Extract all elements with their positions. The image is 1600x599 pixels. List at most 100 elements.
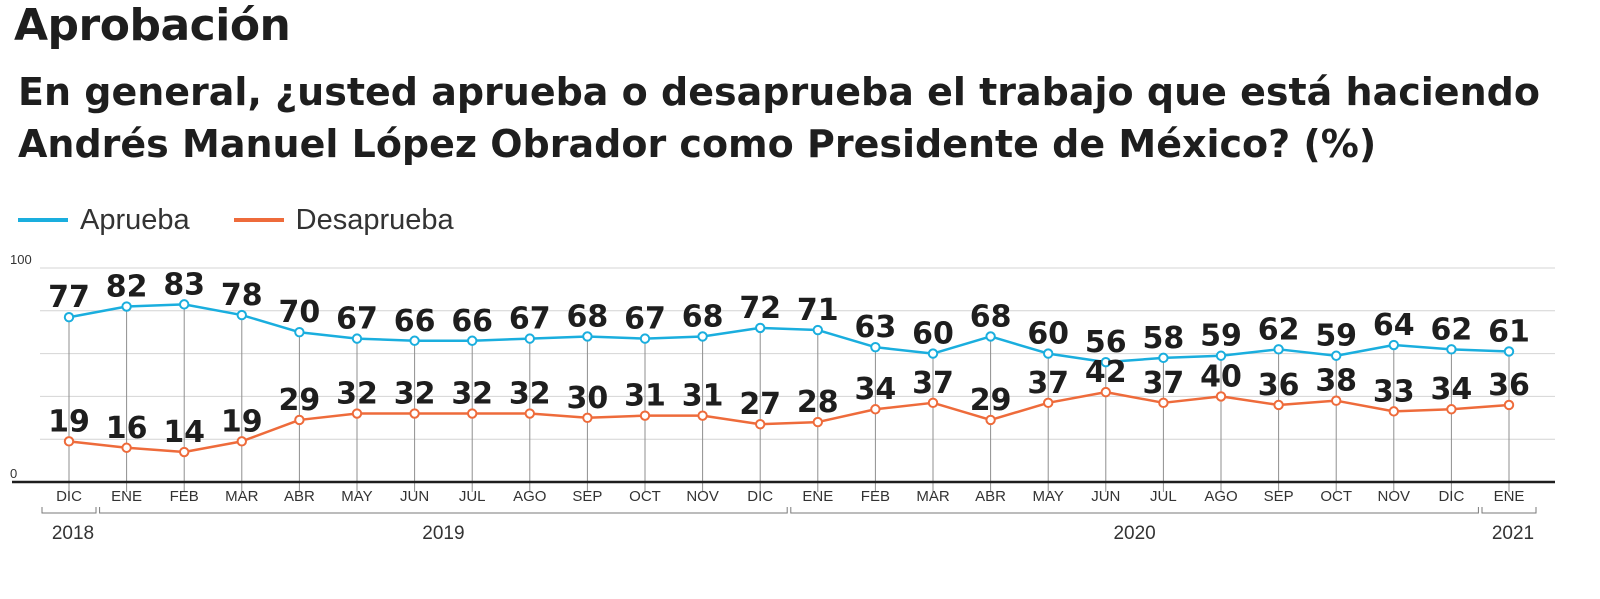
data-point-desaprueba [1215, 391, 1227, 402]
data-label-desaprueba: 32 [509, 377, 551, 412]
x-tick-label: DIC [747, 488, 773, 505]
data-label-aprueba: 62 [1431, 312, 1473, 347]
data-label-aprueba: 62 [1258, 312, 1300, 347]
data-label-desaprueba: 31 [624, 379, 666, 414]
x-tick-label: JUN [400, 488, 429, 505]
line-chart: 0 100 77 82 83 78 70 67 66 66 67 68 67 68 72 71 63 60 68 60… [10, 252, 1555, 544]
data-point-aprueba [985, 331, 996, 342]
data-point-desaprueba [639, 410, 651, 421]
data-point-desaprueba [927, 397, 939, 409]
data-label-desaprueba: 33 [1373, 374, 1415, 409]
data-point-aprueba [1503, 346, 1515, 357]
data-point-desaprueba [1503, 399, 1515, 411]
data-label-desaprueba: 27 [739, 387, 781, 422]
data-label-desaprueba: 19 [221, 404, 263, 439]
x-tick-label: ENE [1494, 488, 1525, 505]
data-label-aprueba: 66 [451, 304, 493, 339]
data-label-desaprueba: 29 [970, 383, 1012, 418]
data-point-aprueba [63, 312, 75, 323]
data-label-aprueba: 64 [1373, 308, 1415, 343]
legend-item-aprueba: Aprueba [18, 204, 190, 237]
data-point-aprueba [812, 324, 823, 336]
year-bracket-2018 [41, 507, 97, 514]
data-point-aprueba [121, 301, 132, 312]
data-point-desaprueba [1331, 395, 1342, 406]
data-label-aprueba: 60 [1027, 317, 1069, 352]
data-label-desaprueba: 32 [394, 377, 436, 412]
data-label-desaprueba: 19 [48, 404, 90, 439]
year-bracket-2021 [1481, 507, 1537, 514]
x-tick-label: DIC [1438, 488, 1464, 505]
data-label-aprueba: 71 [797, 293, 839, 328]
data-point-desaprueba [985, 414, 996, 426]
data-label-aprueba: 60 [912, 317, 954, 352]
data-point-aprueba [236, 309, 248, 321]
x-tick-label: JUL [459, 488, 486, 505]
data-point-aprueba [870, 341, 881, 353]
data-label-desaprueba: 42 [1085, 355, 1127, 390]
data-point-desaprueba [351, 408, 363, 419]
data-point-desaprueba [697, 410, 708, 421]
data-point-aprueba [755, 322, 766, 334]
data-label-aprueba: 58 [1143, 321, 1185, 356]
data-point-desaprueba [467, 408, 478, 419]
x-tick-label: SEP [1264, 488, 1294, 505]
x-tick-label: ENE [111, 488, 142, 505]
data-label-desaprueba: 40 [1200, 359, 1242, 394]
data-label-aprueba: 68 [970, 299, 1012, 334]
data-label-aprueba: 67 [624, 302, 666, 337]
data-label-desaprueba: 31 [682, 379, 724, 414]
x-tick-label: OCT [629, 488, 661, 505]
data-point-desaprueba [524, 408, 535, 419]
data-label-aprueba: 61 [1488, 314, 1530, 349]
data-point-aprueba [1158, 352, 1169, 364]
data-label-desaprueba: 32 [336, 377, 378, 412]
x-tick-label: MAR [225, 488, 259, 505]
data-point-aprueba [1100, 356, 1112, 368]
data-point-aprueba [179, 299, 190, 310]
x-tick-label: ABR [284, 488, 315, 505]
data-point-desaprueba [755, 419, 766, 430]
chart-subtitle: En general, ¿usted aprueba o desaprueba … [18, 70, 1540, 166]
data-label-aprueba: 66 [394, 304, 436, 339]
legend-label-desaprueba: Desaprueba [295, 203, 454, 236]
data-point-aprueba [1273, 344, 1284, 355]
x-tick-label: NOV [1378, 488, 1411, 505]
data-point-desaprueba [1100, 386, 1112, 398]
data-point-desaprueba [812, 416, 823, 428]
series-line-aprueba [68, 303, 1510, 364]
data-point-desaprueba [582, 412, 593, 424]
year-bracket-2019 [99, 507, 788, 514]
data-label-aprueba: 78 [221, 278, 263, 313]
x-tick-label: FEB [170, 488, 199, 505]
data-point-desaprueba [1388, 406, 1400, 417]
year-label-2021: 2021 [1492, 523, 1534, 544]
x-tick-label: AGO [513, 488, 546, 505]
year-label-2020: 2020 [1113, 523, 1155, 544]
x-tick-label: MAR [916, 488, 950, 505]
data-label-desaprueba: 34 [855, 372, 897, 407]
y-tick-label-100: 100 [10, 252, 32, 267]
data-label-desaprueba: 38 [1315, 364, 1357, 399]
data-label-desaprueba: 29 [279, 383, 321, 418]
x-tick-label: AGO [1204, 488, 1237, 505]
x-tick-label: NOV [686, 488, 719, 505]
x-tick-label: JUN [1091, 488, 1120, 505]
data-point-desaprueba [179, 446, 190, 458]
x-tick-label: ENE [802, 488, 833, 505]
legend-swatch-desaprueba [233, 218, 284, 222]
data-label-aprueba: 82 [106, 270, 148, 305]
data-point-aprueba [524, 333, 535, 344]
year-label-2018: 2018 [52, 523, 94, 544]
data-label-aprueba: 63 [855, 310, 897, 345]
data-point-aprueba [1388, 339, 1400, 351]
data-label-aprueba: 68 [567, 299, 609, 334]
data-label-aprueba: 68 [682, 299, 724, 334]
data-label-desaprueba: 32 [451, 377, 493, 412]
data-label-aprueba: 56 [1085, 325, 1127, 360]
data-label-desaprueba: 28 [797, 385, 839, 420]
data-label-aprueba: 67 [509, 302, 551, 337]
data-point-aprueba [351, 333, 363, 344]
data-point-desaprueba [870, 404, 881, 415]
data-label-desaprueba: 30 [567, 381, 609, 416]
